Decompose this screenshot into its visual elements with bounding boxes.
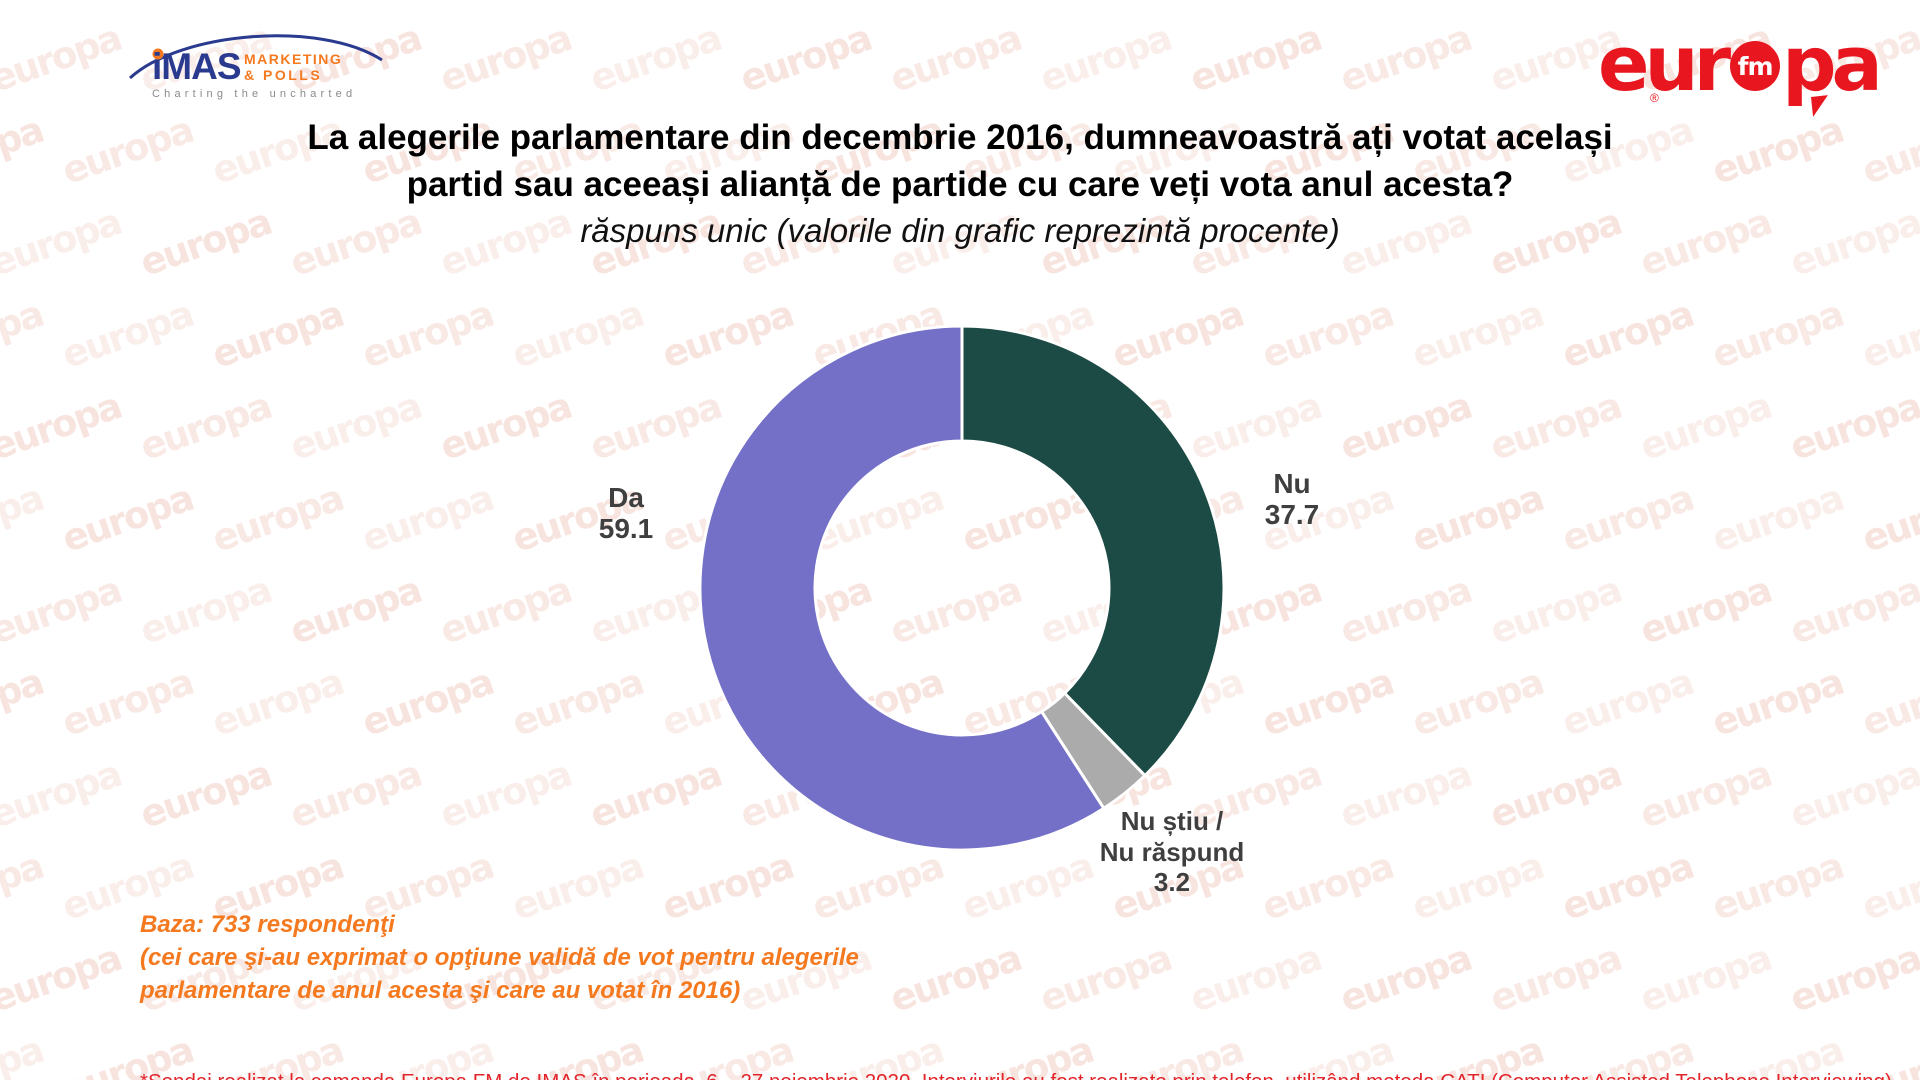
slice-label-da-text: Da bbox=[608, 482, 644, 513]
donut-chart bbox=[698, 324, 1226, 852]
registered-mark: ® bbox=[1650, 91, 1659, 105]
base-note-line2: (cei care şi-au exprimat o opţiune valid… bbox=[140, 944, 859, 971]
imas-logo: iMAS MARKETING & POLLS Charting the unch… bbox=[128, 26, 390, 106]
donut-slice-da bbox=[698, 324, 1106, 852]
title-block: La alegerile parlamentare din decembrie … bbox=[0, 114, 1920, 253]
base-note-line1: Baza: 733 respondenţi bbox=[140, 911, 395, 938]
question-subtitle: răspuns unic (valorile din grafic reprez… bbox=[580, 212, 1340, 249]
slice-label-da: Da 59.1 bbox=[526, 482, 726, 545]
slice-label-nu: Nu 37.7 bbox=[1192, 468, 1392, 531]
slice-label-da-value: 59.1 bbox=[598, 513, 654, 545]
donut-slice-nu bbox=[960, 324, 1226, 778]
europa-fm-text-eur: eur bbox=[1598, 19, 1731, 108]
question-title-line1: La alegerile parlamentare din decembrie … bbox=[307, 118, 1613, 157]
europa-fm-fm-text: fm bbox=[1737, 51, 1774, 81]
imas-marketing-label: MARKETING bbox=[244, 51, 343, 67]
imas-orbit-arc bbox=[128, 34, 383, 80]
europa-fm-o-badge: fm bbox=[1730, 41, 1781, 91]
slice-label-nsnr: Nu știu / Nu răspund 3.2 bbox=[1032, 806, 1312, 898]
question-title-line2: partid sau aceeași alianță de partide cu… bbox=[406, 165, 1514, 204]
slice-label-nsnr-text2: Nu răspund bbox=[1099, 836, 1245, 867]
slice-label-nu-text: Nu bbox=[1273, 468, 1311, 499]
europa-fm-logo: eur fm pa ® bbox=[1598, 19, 1898, 117]
base-note-line3: parlamentare de anul acesta şi care au v… bbox=[140, 977, 741, 1004]
methodology-footnote: *Sondaj realizat la comanda Europa FM de… bbox=[140, 1012, 1920, 1080]
imas-polls-label: & POLLS bbox=[244, 67, 323, 83]
slice-label-nsnr-value: 3.2 bbox=[1153, 867, 1191, 898]
footnote-line1: *Sondaj realizat la comanda Europa FM de… bbox=[140, 1068, 1920, 1080]
slice-label-nu-value: 37.7 bbox=[1264, 499, 1320, 531]
imas-wordmark: iMAS bbox=[152, 46, 241, 87]
europa-fm-text-pa: pa bbox=[1782, 19, 1883, 108]
base-note: Baza: 733 respondenţi (cei care şi-au ex… bbox=[140, 908, 859, 1007]
imas-orbit-dot bbox=[152, 48, 164, 60]
slice-label-nsnr-text1: Nu știu / bbox=[1120, 806, 1224, 836]
imas-orbit-swoosh bbox=[128, 34, 383, 80]
imas-tagline: Charting the uncharted bbox=[152, 88, 357, 100]
